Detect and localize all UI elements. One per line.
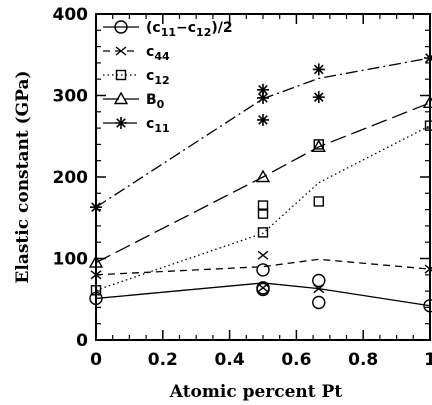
series-line-0 [95,282,431,307]
legend-text-part: −c [176,20,196,36]
legend-subscript: 12 [154,74,169,87]
legend-marker-triangle [113,91,129,105]
legend-text-part: c [146,68,154,84]
y-axis-title: Elastic constant (GPa) [13,70,33,283]
legend-marker-x [115,46,127,56]
data-point-triangle [311,139,326,153]
legend-label: c12 [146,68,170,87]
y-tick-label: 100 [53,250,89,270]
series-line-3 [95,102,431,264]
legend-marker-square [115,69,127,81]
x-tick-label: 0 [90,350,102,370]
legend-label: B0 [146,92,165,111]
data-point-x [257,250,269,260]
x-tick-label: 1 [424,350,432,370]
data-point-x [313,284,325,294]
data-point-square [257,227,269,238]
y-tick-label: 200 [53,168,89,188]
legend-label: c44 [146,44,170,63]
data-point-star [257,113,269,126]
x-tick-label: 0.6 [281,350,311,370]
legend-subscript: 11 [154,122,169,135]
legend-subscript: 12 [196,26,211,39]
y-tick-label: 300 [53,87,89,107]
x-tick-label: 0.4 [215,350,245,370]
data-point-square [257,200,269,211]
data-point-square [257,208,269,219]
data-point-star [257,83,269,96]
data-point-circle [256,263,270,277]
legend-subscript: 11 [161,26,176,39]
data-point-circle [256,282,270,297]
data-point-x [257,283,269,293]
data-point-triangle [255,169,271,183]
plot-frame [95,13,431,341]
x-tick-label: 0.8 [348,350,378,370]
legend-marker-circle [114,20,128,34]
data-point-star [257,91,269,104]
legend-text-part: B [146,92,157,108]
legend-text-part: (c [146,20,161,36]
data-point-circle [312,273,326,288]
series-line-2 [95,125,431,291]
series-line-1 [95,258,431,276]
series-line-4 [95,57,431,208]
y-tick-label: 0 [76,331,88,351]
series-markers [88,52,432,313]
data-point-star [312,63,325,76]
legend-text-part: )/2 [211,20,232,36]
legend-label: (c11−c12)/2 [146,20,233,39]
data-point-square [424,120,432,131]
data-point-star [312,91,325,104]
legend-label: c11 [146,116,170,135]
legend-marker-star [115,117,127,129]
data-point-square [313,196,324,207]
x-tick-label: 0.2 [148,350,178,370]
legend-text-part: c [146,44,154,60]
legend-text-part: c [146,116,154,132]
legend-subscript: 44 [154,50,170,63]
tick-labels: 0 0.2 0.4 0.6 0.8 1 0 100 200 300 400 [53,5,432,370]
y-tick-label: 400 [53,5,89,25]
series-lines [95,57,431,307]
legend-subscript: 0 [157,98,165,111]
x-axis-title: Atomic percent Pt [169,382,343,402]
data-point-circle [312,295,326,310]
